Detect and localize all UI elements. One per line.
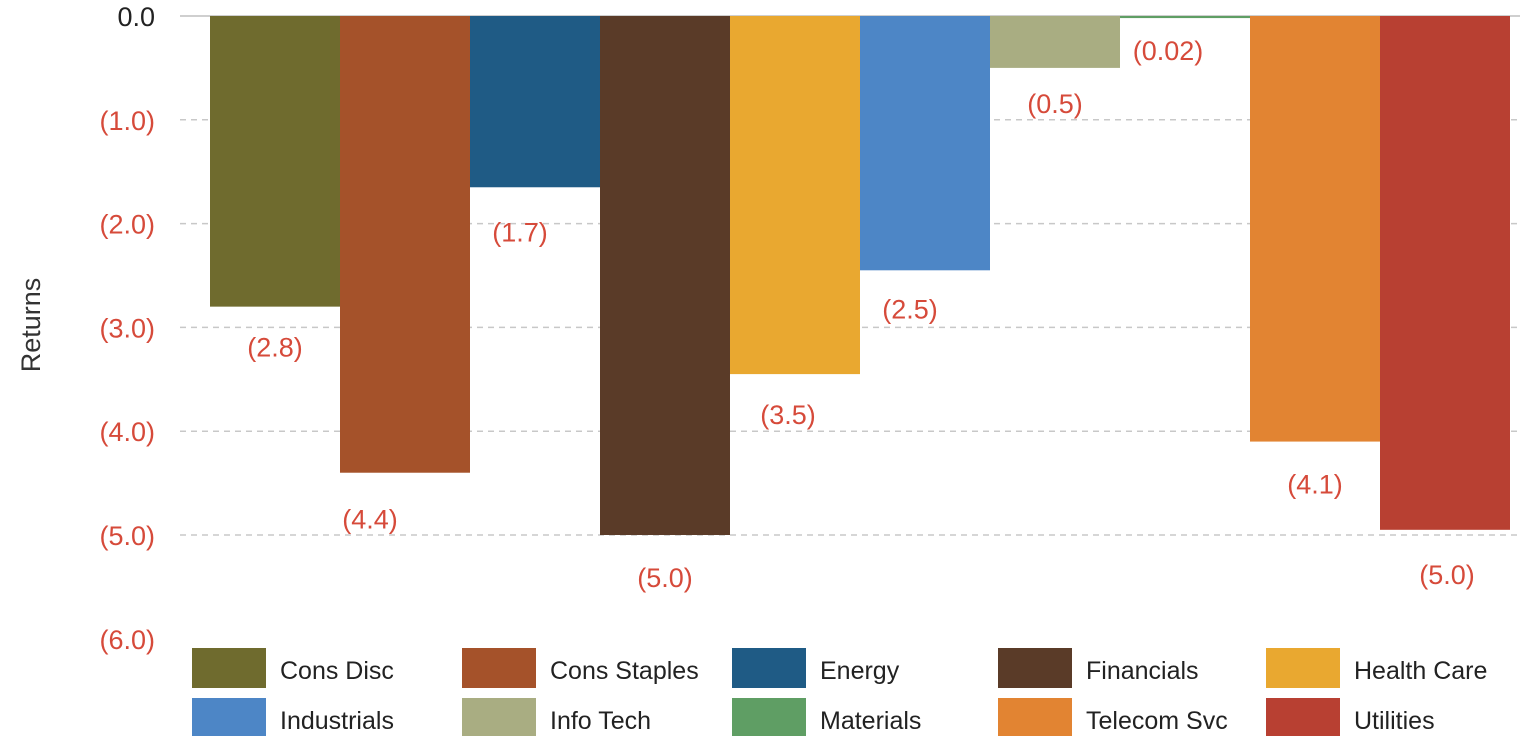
value-label: (4.4) [342,505,398,535]
legend-swatch [732,648,806,688]
y-tick-label: (3.0) [99,313,155,343]
legend-label: Financials [1086,657,1199,685]
bar-cons-staples [340,16,470,473]
legend-swatch [732,698,806,738]
legend-label: Telecom Svc [1086,707,1228,735]
legend-label: Materials [820,707,921,735]
bar-industrials [860,16,990,271]
bars [210,16,1510,535]
y-tick-label: (5.0) [99,521,155,551]
legend-item: Utilities [1266,698,1435,738]
legend-swatch [462,648,536,688]
legend-label: Utilities [1354,707,1435,735]
bar-utilities [1380,16,1510,530]
bar-financials [600,16,730,535]
legend-item: Materials [732,698,921,738]
legend-item: Telecom Svc [998,698,1228,738]
legend-label: Cons Disc [280,657,394,685]
bar-materials [1120,16,1250,19]
value-label: (1.7) [492,217,548,247]
legend-swatch [1266,648,1340,688]
bar-cons-disc [210,16,340,307]
legend-label: Info Tech [550,707,651,735]
legend-item: Cons Staples [462,648,699,688]
legend-item: Energy [732,648,900,688]
legend-label: Health Care [1354,657,1487,685]
legend-item: Financials [998,648,1199,688]
legend-swatch [998,698,1072,738]
value-label: (4.1) [1287,470,1343,500]
y-tick-label: (2.0) [99,210,155,240]
value-label: (2.5) [882,294,938,324]
value-label: (3.5) [760,400,816,430]
y-tick-label: (4.0) [99,417,155,447]
bar-energy [470,16,600,188]
value-labels: (2.8) (4.4) (1.7) (5.0) (3.5) (2.5) (0.5) (0.02… [247,36,1475,593]
legend-item: Health Care [1266,648,1487,688]
value-label: (0.02) [1133,36,1204,66]
bar-telecom-svc [1250,16,1380,442]
legend-swatch [1266,698,1340,738]
y-tick-label: (6.0) [99,625,155,655]
y-axis-label: Returns [16,278,46,373]
y-tick-label: 0.0 [117,2,155,32]
y-axis-ticks: 0.0 (1.0) (2.0) (3.0) (4.0) (5.0) (6.0) [99,2,155,655]
legend-swatch [998,648,1072,688]
value-label: (2.8) [247,333,303,363]
legend-item: Info Tech [462,698,651,738]
legend-label: Energy [820,657,900,685]
value-label: (0.5) [1027,89,1083,119]
bar-health-care [730,16,860,375]
value-label: (5.0) [1419,560,1475,590]
legend-label: Cons Staples [550,657,699,685]
value-label: (5.0) [637,563,693,593]
y-tick-label: (1.0) [99,106,155,136]
bar-info-tech [990,16,1120,68]
legend-swatch [192,648,266,688]
legend-item: Industrials [192,698,394,738]
legend-item: Cons Disc [192,648,394,688]
legend-swatch [462,698,536,738]
legend-label: Industrials [280,707,394,735]
legend-swatch [192,698,266,738]
legend: Cons Disc Cons Staples Energy Financials Hea… [192,648,1487,738]
